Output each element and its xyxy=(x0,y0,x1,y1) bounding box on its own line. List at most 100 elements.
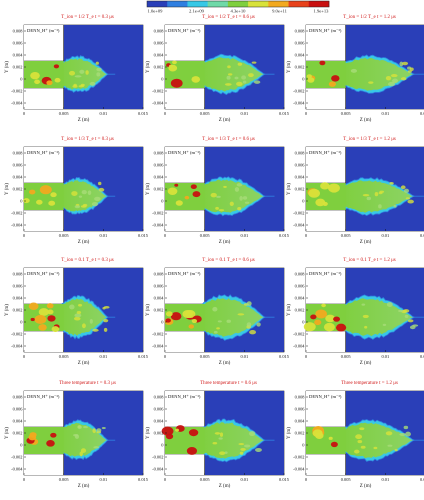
x-tick-label: 0.01 xyxy=(99,477,107,482)
hot-spot xyxy=(306,74,312,79)
plume-speckle xyxy=(237,62,243,66)
colorbar-tick-label: 2.1e+09 xyxy=(189,9,205,14)
y-tick-label: 0.006 xyxy=(154,284,165,289)
panel-title: T_ion = 1/2 T_e t = 0.3 μs xyxy=(61,15,114,20)
plume-speckle xyxy=(92,428,96,434)
hot-spot xyxy=(172,60,177,65)
x-tick-label: 0 xyxy=(23,354,26,359)
y-tick-label: 0.006 xyxy=(154,163,165,168)
y-tick-label: 0.008 xyxy=(154,29,165,34)
electrode-block-top xyxy=(24,391,64,427)
y-tick-label: 0.006 xyxy=(295,41,306,46)
y-tick-label: -0.002 xyxy=(152,332,163,337)
x-axis-label: Z (m) xyxy=(78,240,90,245)
hot-spot xyxy=(51,326,60,332)
y-tick-label: 0.008 xyxy=(154,272,165,277)
plume-speckle xyxy=(242,196,248,200)
y-tick-label: 0.002 xyxy=(295,431,305,436)
x-tick-label: 0.01 xyxy=(381,477,389,482)
y-tick-label: -0.004 xyxy=(152,223,164,228)
electrode-block xyxy=(306,454,346,475)
x-tick-label: 0.005 xyxy=(341,477,352,482)
electrode-block xyxy=(24,210,64,231)
plume-speckle xyxy=(248,431,256,437)
hot-spot xyxy=(50,432,57,438)
panel-title: T_ion = 0.1 T_e t = 1.2 μs xyxy=(343,258,396,263)
hot-spot xyxy=(46,440,55,447)
electrode-block-top xyxy=(306,147,346,183)
plume-speckle xyxy=(76,311,82,315)
x-tick-label: 0 xyxy=(305,111,308,116)
y-tick-label: 0.002 xyxy=(13,431,23,436)
y-axis-label: Y (m) xyxy=(5,304,10,316)
x-tick-label: 0.005 xyxy=(200,233,211,238)
quantity-label: DENN_H⁺ (m⁻³) xyxy=(309,394,342,399)
plume-speckle xyxy=(350,68,358,73)
x-tick-label: 0 xyxy=(305,354,308,359)
hot-spot xyxy=(34,79,41,85)
plume-speckle xyxy=(219,432,224,437)
plume-speckle xyxy=(85,70,89,75)
plume-speckle xyxy=(256,322,261,327)
y-tick-label: 0 xyxy=(161,77,164,82)
y-tick-label: 0.008 xyxy=(13,151,24,156)
y-tick-label: -0.004 xyxy=(11,467,23,472)
colorbar-segment xyxy=(248,1,269,7)
hot-spot xyxy=(170,78,183,88)
plume-speckle xyxy=(77,425,82,430)
x-axis-label: Z (m) xyxy=(360,240,372,245)
y-tick-label: -0.004 xyxy=(293,344,305,349)
plume-speckle xyxy=(74,313,82,318)
hot-spot xyxy=(328,436,333,440)
x-axis-label: Z (m) xyxy=(219,361,231,366)
x-tick-label: 0.01 xyxy=(240,477,248,482)
y-tick-label: 0.004 xyxy=(154,419,165,424)
y-axis-label: Y (m) xyxy=(146,304,151,316)
plume-speckle xyxy=(248,73,254,78)
colorbar-segment xyxy=(288,1,310,7)
electrode-block xyxy=(165,331,205,352)
x-axis-label: Z (m) xyxy=(360,361,372,366)
hot-spot xyxy=(165,433,174,440)
y-tick-label: 0.002 xyxy=(295,65,305,70)
plume-speckle xyxy=(212,441,218,445)
x-tick-label: 0.015 xyxy=(420,111,424,116)
plume-speckle xyxy=(226,319,232,323)
y-tick-label: 0 xyxy=(20,77,23,82)
panel-title: T_ion = 1/3 T_e t = 0.3 μs xyxy=(61,137,114,142)
plume-speckle xyxy=(78,195,83,198)
hot-spot xyxy=(312,429,323,438)
electrode-block xyxy=(24,331,64,352)
hot-spot xyxy=(328,183,340,193)
electrode-block xyxy=(306,331,346,352)
y-tick-label: 0.002 xyxy=(13,308,23,313)
y-tick-label: 0 xyxy=(20,443,23,448)
quantity-label: DENN_H⁺ (m⁻³) xyxy=(309,150,342,155)
quantity-label: DENN_H⁺ (m⁻³) xyxy=(309,271,342,276)
y-tick-label: -0.004 xyxy=(293,223,305,228)
plume-speckle xyxy=(227,73,233,76)
plume-speckle xyxy=(80,448,87,453)
hot-spot xyxy=(29,189,36,195)
x-tick-label: 0.005 xyxy=(341,233,352,238)
plume-speckle xyxy=(218,209,225,212)
y-tick-label: 0.004 xyxy=(295,419,306,424)
colorbar-segment xyxy=(187,1,208,7)
plume-speckle xyxy=(79,69,85,74)
panel-title: Three temperature t = 0.3 μs xyxy=(59,381,116,386)
hot-spot xyxy=(167,187,178,195)
plume-speckle xyxy=(69,304,75,310)
x-tick-label: 0.015 xyxy=(138,233,149,238)
hot-spot xyxy=(175,428,180,432)
y-tick-label: 0.002 xyxy=(154,308,164,313)
hot-spot xyxy=(303,322,316,332)
plume-speckle xyxy=(246,322,252,328)
y-axis-label: Y (m) xyxy=(287,427,292,439)
y-tick-label: 0.006 xyxy=(13,41,24,46)
plume-speckle xyxy=(400,185,406,190)
